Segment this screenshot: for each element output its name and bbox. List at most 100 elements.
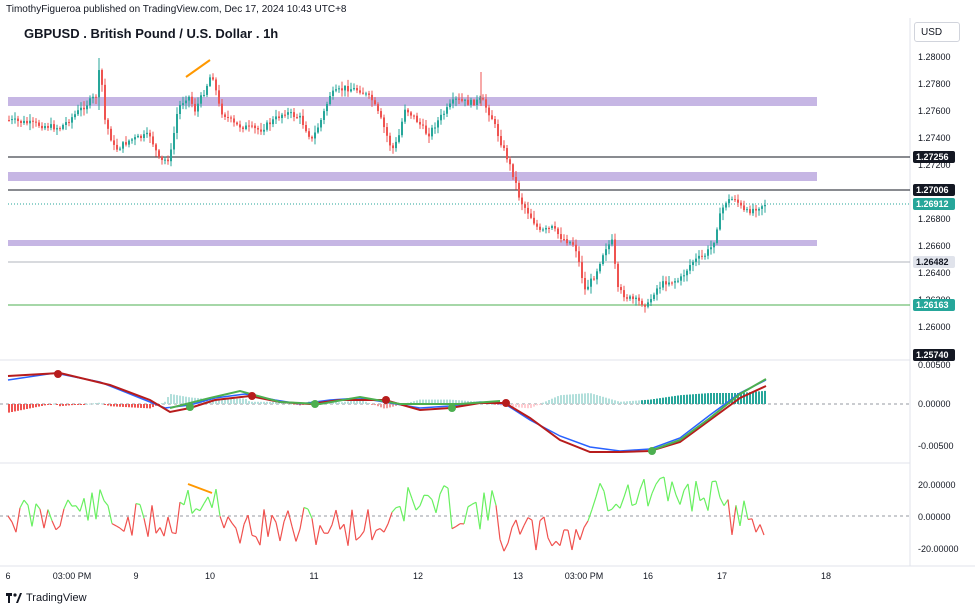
candle-body [644, 305, 646, 307]
oscillator-segment [280, 522, 284, 541]
candle-body [587, 287, 589, 290]
candle-body [740, 203, 742, 206]
zone-1 [8, 97, 817, 106]
macd-histogram-bar [590, 393, 592, 404]
macd-histogram-bar [86, 404, 88, 405]
candle-body [257, 128, 259, 129]
candle-body [701, 256, 703, 257]
candle-body [530, 214, 532, 218]
candle-body [503, 145, 505, 148]
candle-body [104, 85, 106, 120]
candle-body [164, 160, 166, 161]
macd-histogram-bar [137, 404, 139, 408]
macd-histogram-bar [11, 404, 13, 412]
macd-histogram-bar [518, 404, 520, 407]
candle-body [572, 242, 574, 245]
oscillator-segment [512, 520, 516, 528]
oscillator-segment [456, 524, 460, 527]
divergence-line-oscillator [188, 484, 212, 493]
oscillator-segment [704, 498, 708, 511]
oscillator-segment [340, 524, 344, 529]
crossover-dot [648, 447, 656, 455]
candle-body [194, 104, 196, 112]
candle-body [365, 93, 367, 94]
candle-body [521, 198, 523, 205]
candle-body [611, 240, 613, 245]
candle-body [536, 224, 538, 227]
macd-histogram-bar [599, 396, 601, 404]
macd-histogram-bar [161, 403, 163, 404]
oscillator-segment [192, 509, 196, 514]
macd-histogram-bar [560, 395, 562, 404]
macd-histogram-bar [380, 404, 382, 407]
published-line: TimothyFigueroa published on TradingView… [6, 4, 346, 15]
macd-histogram-bar [110, 404, 112, 406]
candle-body [374, 100, 376, 104]
macd-histogram-bar [752, 392, 754, 404]
oscillator-segment [244, 515, 248, 524]
oscillator-segment [576, 529, 580, 540]
candle-body [641, 301, 643, 305]
macd-histogram-bar [119, 404, 121, 407]
macd-histogram-bar [623, 402, 625, 404]
oscillator-segment [120, 528, 124, 531]
candle-body [500, 136, 502, 145]
candle-body [188, 97, 190, 101]
oscillator-segment [124, 517, 128, 532]
price-tag-label: 1.27256 [916, 152, 949, 162]
candle-body [629, 296, 631, 298]
candle-body [653, 295, 655, 299]
oscillator-segment [96, 490, 100, 520]
time-tick-label: 13 [513, 571, 523, 581]
candle-body [143, 134, 145, 138]
candle-body [329, 96, 331, 104]
oscillator-segment [748, 519, 752, 520]
candle-body [524, 204, 526, 208]
macd-tick-label: 0.00000 [918, 399, 951, 409]
candle-body [254, 126, 256, 128]
oscillator-segment [588, 509, 592, 521]
tradingview-brand[interactable]: TradingView [6, 592, 87, 604]
macd-histogram-bar [575, 394, 577, 404]
macd-histogram-bar [524, 404, 526, 408]
candle-body [296, 117, 298, 118]
macd-histogram-bar [341, 402, 343, 404]
oscillator-segment [652, 484, 656, 493]
oscillator-segment [64, 500, 68, 509]
candle-body [260, 130, 262, 132]
macd-histogram-bar [551, 399, 553, 404]
price-axis[interactable]: 1.280001.278001.276001.274001.272001.268… [913, 52, 959, 554]
candle-body [314, 132, 316, 138]
oscillator-segment [108, 506, 112, 524]
candle-body [302, 116, 304, 125]
symbol-title[interactable]: GBPUSD . British Pound / U.S. Dollar . 1… [24, 26, 278, 41]
currency-selector[interactable]: USD [914, 22, 960, 42]
oscillator-segment [676, 495, 680, 505]
oscillator-segment [228, 517, 232, 523]
macd-histogram-bar [68, 404, 70, 405]
candle-body [494, 119, 496, 124]
oscillator-segment [616, 504, 620, 508]
candle-body [200, 95, 202, 103]
oscillator-segment [200, 504, 204, 511]
macd-histogram-bar [716, 393, 718, 404]
candle-body [20, 121, 22, 123]
time-tick-label: 18 [821, 571, 831, 581]
oscillator-segment [128, 517, 132, 536]
oscillator-segment [180, 502, 184, 505]
oscillator-segment [408, 487, 412, 498]
macd-histogram-bar [353, 400, 355, 404]
candle-body [155, 144, 157, 150]
oscillator-segment [712, 481, 716, 482]
candle-body [281, 115, 283, 118]
oscillator-segment [708, 482, 712, 511]
candle-body [227, 117, 229, 118]
oscillator-segment [664, 477, 668, 501]
candle-body [557, 229, 559, 234]
candle-body [41, 126, 43, 128]
macd-histogram-bar [653, 399, 655, 404]
oscillator-segment [132, 504, 136, 536]
